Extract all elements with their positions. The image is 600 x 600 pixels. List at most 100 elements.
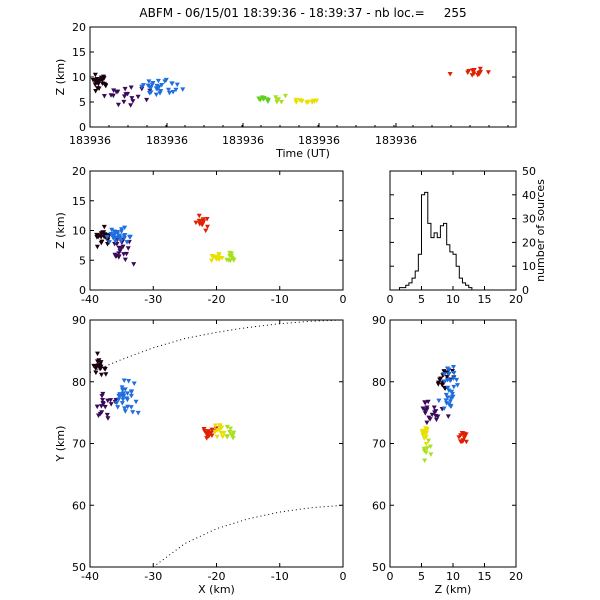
source-point <box>100 230 106 235</box>
histogram-bar <box>434 233 437 290</box>
source-point <box>443 398 449 403</box>
source-point <box>216 253 222 258</box>
histogram-bar <box>450 252 453 290</box>
source-point <box>447 72 453 77</box>
source-point <box>432 410 438 415</box>
source-point <box>124 396 130 401</box>
z-hist-xtick-label: 20 <box>509 293 523 306</box>
z-y-frame <box>389 319 517 568</box>
source-point <box>450 394 456 400</box>
source-point <box>451 370 457 376</box>
source-point <box>278 99 284 105</box>
source-point <box>203 228 209 234</box>
source-point <box>212 429 218 435</box>
source-point <box>102 404 108 410</box>
source-point <box>276 97 282 102</box>
source-point <box>293 100 299 105</box>
z-y-xtick-label: 0 <box>387 570 394 583</box>
time-z-ytick-label: 15 <box>72 46 86 59</box>
source-point <box>209 258 215 264</box>
source-point <box>124 391 130 396</box>
source-point <box>193 220 199 226</box>
source-point <box>459 439 465 445</box>
source-point <box>448 404 454 409</box>
source-point <box>202 429 208 434</box>
source-point <box>462 434 468 439</box>
source-point <box>424 420 430 426</box>
source-point <box>114 400 120 406</box>
source-point <box>485 70 491 75</box>
source-point <box>212 423 218 428</box>
x-y-ytick-label: 70 <box>72 438 86 451</box>
source-point <box>130 410 136 415</box>
source-point <box>433 417 439 423</box>
source-point <box>97 364 103 369</box>
source-point <box>423 434 429 440</box>
source-point <box>462 431 468 437</box>
source-point <box>99 394 105 399</box>
source-point <box>94 404 100 410</box>
source-point <box>471 71 477 77</box>
x-y-ytick-label: 50 <box>72 561 86 574</box>
z-hist-ylabel: number of sources <box>534 179 547 282</box>
x-z-ytick-label: 15 <box>72 195 86 208</box>
source-point <box>115 102 121 108</box>
source-point <box>93 370 99 376</box>
time-z-points <box>90 66 491 108</box>
x-y-ytick-label: 80 <box>72 376 86 389</box>
source-point <box>118 238 124 244</box>
source-point <box>478 69 484 75</box>
figure-title: ABFM - 06/15/01 18:39:36 - 18:39:37 - nb… <box>139 6 466 20</box>
source-point <box>122 86 128 92</box>
source-point <box>230 435 236 441</box>
z-hist-xtick-label: 10 <box>446 293 460 306</box>
source-point <box>119 227 125 232</box>
z-hist-frame <box>389 170 517 291</box>
source-point <box>116 235 122 240</box>
source-point <box>446 371 452 377</box>
source-point <box>116 393 122 399</box>
source-point <box>423 450 429 456</box>
source-point <box>162 79 168 84</box>
source-point <box>121 378 127 383</box>
source-point <box>224 434 230 439</box>
source-point <box>122 406 128 411</box>
source-point <box>196 218 202 224</box>
source-point <box>427 444 433 450</box>
x-z-xtick-label: -30 <box>144 293 162 306</box>
source-point <box>311 99 317 104</box>
source-point <box>451 384 457 390</box>
source-point <box>117 249 123 254</box>
source-point <box>196 213 202 219</box>
source-point <box>204 436 210 441</box>
source-point <box>133 399 139 405</box>
source-point <box>103 372 109 377</box>
source-point <box>173 87 179 93</box>
source-point <box>98 75 104 81</box>
source-point <box>120 387 126 393</box>
source-point <box>144 97 150 103</box>
source-point <box>197 222 203 227</box>
source-point <box>98 372 104 378</box>
z-hist-ytick-label: 20 <box>522 236 536 249</box>
source-point <box>445 385 451 391</box>
source-point <box>441 372 447 377</box>
z-y-xtick-label: 15 <box>478 570 492 583</box>
z-y-ytick-label: 80 <box>372 376 386 389</box>
source-point <box>256 96 262 102</box>
source-point <box>105 237 111 242</box>
source-point <box>121 236 127 241</box>
x-z-ytick-label: 0 <box>79 284 86 297</box>
source-point <box>422 400 428 406</box>
source-point <box>441 406 447 411</box>
source-point <box>119 385 125 390</box>
time-z-xtick-label: 183936 <box>298 134 340 147</box>
range-boundary-curve <box>89 319 344 373</box>
x-y-ylabel: Y (km) <box>54 426 67 463</box>
source-point <box>436 398 442 404</box>
source-point <box>451 376 457 381</box>
z-y-points <box>419 364 469 463</box>
source-point <box>155 78 161 84</box>
z-y-ytick-label: 70 <box>372 438 386 451</box>
source-point <box>217 423 223 428</box>
